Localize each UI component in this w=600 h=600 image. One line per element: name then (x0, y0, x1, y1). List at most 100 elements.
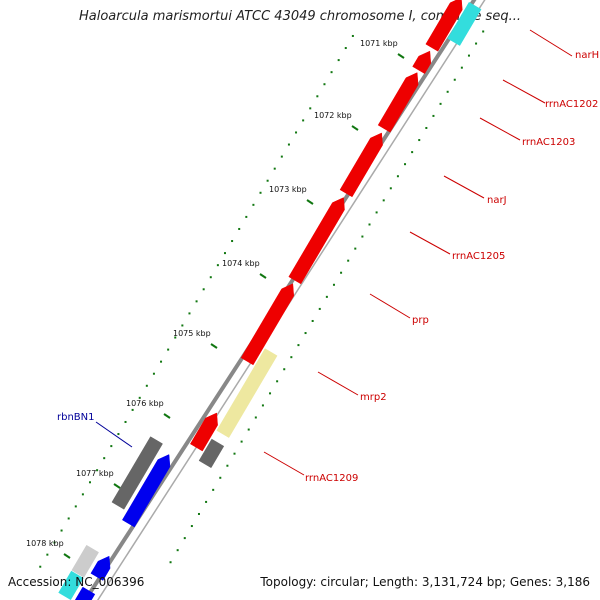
tick-dot-inner (233, 452, 236, 455)
tick-dot-inner (404, 163, 407, 166)
tick-dot-inner (169, 561, 172, 564)
gene-label-prp: prp (412, 315, 429, 326)
tick-dot-inner (382, 199, 385, 202)
tick-dot-outer (337, 59, 340, 62)
major-tick-mark (63, 553, 71, 559)
tick-dot-outer (81, 493, 84, 496)
tick-dot-outer (316, 95, 319, 98)
tick-dot-outer (67, 517, 70, 520)
tick-dot-inner (332, 283, 335, 286)
label-leader-line (369, 293, 411, 319)
tick-dot-outer (344, 47, 347, 50)
gene-feature-rbnBN1 (111, 436, 163, 510)
tick-dot-inner (475, 42, 478, 45)
tick-dot-inner (269, 392, 272, 395)
tick-dot-outer (245, 215, 248, 218)
tick-label: 1076 kbp (126, 399, 164, 408)
gene-feature-red-narH (425, 0, 463, 52)
tick-dot-inner (205, 500, 208, 503)
tick-dot-outer (39, 565, 42, 568)
gene-feature-red-rrnAC1202 (412, 50, 432, 74)
tick-dot-outer (103, 457, 106, 460)
tick-dot-outer (181, 324, 184, 327)
gene-feature-red-narJ (339, 132, 383, 198)
tick-dot-inner (254, 416, 257, 419)
label-leader-line (317, 371, 359, 396)
tick-dot-outer (188, 312, 191, 315)
tick-dot-inner (418, 139, 421, 142)
tick-dot-inner (368, 223, 371, 226)
tick-dot-outer (110, 445, 113, 448)
tick-dot-inner (190, 525, 193, 528)
map-title: Haloarcula marismortui ATCC 43049 chromo… (79, 9, 521, 24)
major-tick-mark (397, 53, 405, 59)
tick-dot-inner (439, 102, 442, 105)
tick-dot-inner (453, 78, 456, 81)
tick-dot-inner (219, 476, 222, 479)
major-tick-mark (259, 273, 267, 279)
tick-dot-outer (124, 420, 127, 423)
tick-dot-outer (46, 553, 49, 556)
tick-dot-inner (276, 380, 279, 383)
tick-dot-outer (174, 336, 177, 339)
tick-dot-inner (340, 271, 343, 274)
label-leader-line (443, 175, 485, 199)
tick-dot-outer (131, 408, 134, 411)
tick-dot-outer (223, 252, 226, 255)
tick-dot-outer (323, 83, 326, 86)
tick-dot-outer (117, 433, 120, 436)
tick-dot-outer (266, 179, 269, 182)
gene-feature-blue-upper (122, 454, 171, 528)
gene-label-rbnBN1: rbnBN1 (57, 412, 95, 423)
tick-dot-outer (252, 203, 255, 206)
tick-dot-inner (290, 356, 293, 359)
gene-feature-blue-lower (74, 586, 96, 600)
major-tick-mark (351, 125, 359, 131)
tick-dot-outer (138, 396, 141, 399)
gene-feature-red-rrnAC1203 (377, 72, 419, 133)
tick-dot-outer (74, 505, 77, 508)
gene-feature-red-small (190, 412, 218, 452)
gene-feature-light-gray (71, 544, 99, 578)
tick-dot-inner (361, 235, 364, 238)
tick-dot-inner (446, 90, 449, 93)
tick-dot-outer (216, 264, 219, 267)
tick-dot-inner (425, 126, 428, 129)
tick-dot-outer (60, 529, 63, 532)
label-leader-line (529, 29, 573, 57)
gene-label-narH: narH (575, 50, 599, 61)
major-tick-mark (163, 413, 171, 419)
gene-feature-red-prp-region (240, 283, 295, 366)
tick-label: 1074 kbp (222, 259, 260, 268)
tick-dot-outer (330, 71, 333, 74)
tick-dot-outer (273, 167, 276, 170)
tick-label: 1072 kbp (314, 111, 352, 120)
tick-dot-outer (160, 360, 163, 363)
tick-dot-inner (389, 187, 392, 190)
tick-dot-inner (240, 440, 243, 443)
tick-dot-inner (176, 549, 179, 552)
tick-dot-inner (304, 332, 307, 335)
major-tick-mark (306, 199, 314, 205)
major-tick-mark (210, 343, 218, 349)
accession-text: Accession: NC_006396 (8, 575, 145, 589)
tick-dot-outer (152, 372, 155, 375)
tick-dot-outer (145, 384, 148, 387)
label-leader-line (95, 421, 133, 448)
tick-dot-inner (283, 368, 286, 371)
tick-dot-inner (212, 488, 215, 491)
tick-dot-inner (311, 319, 314, 322)
gene-label-rrnAC1202: rrnAC1202 (545, 99, 598, 110)
tick-dot-outer (287, 143, 290, 146)
tick-dot-outer (351, 34, 354, 37)
gene-feature-blue-middle (90, 555, 111, 581)
gene-label-rrnAC1209: rrnAC1209 (305, 473, 358, 484)
tick-dot-outer (53, 541, 56, 544)
tick-dot-outer (88, 481, 91, 484)
tick-dot-outer (195, 300, 198, 303)
gene-label-rrnAC1203: rrnAC1203 (522, 137, 575, 148)
tick-dot-outer (202, 288, 205, 291)
tick-dot-inner (318, 307, 321, 310)
tick-dot-outer (295, 131, 298, 134)
